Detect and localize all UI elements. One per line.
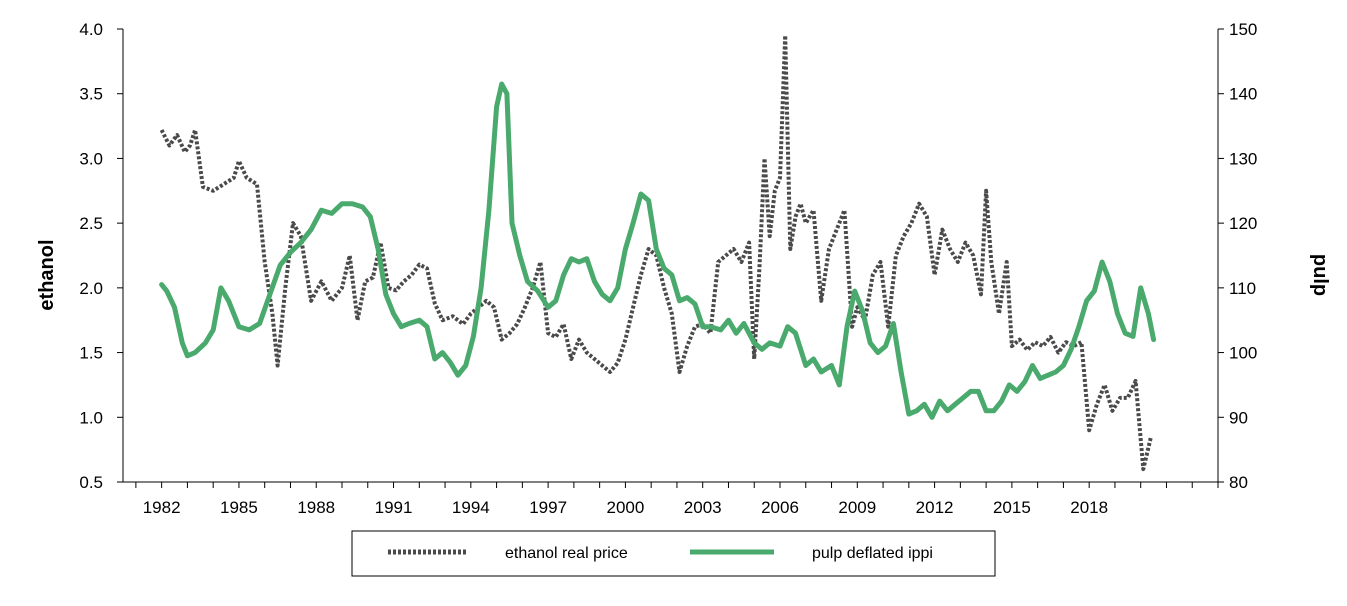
right-axis-title: pulp: [1309, 254, 1331, 296]
y-right-tick-label: 130: [1229, 149, 1257, 168]
x-tick-label: 1997: [529, 498, 567, 517]
y-right-tick-label: 90: [1229, 408, 1248, 427]
x-tick-label: 2000: [606, 498, 644, 517]
y-left-tick-label: 2.0: [79, 279, 103, 298]
left-axis-title: ethanol: [36, 239, 58, 310]
y-left-tick-label: 1.5: [79, 344, 103, 363]
y-right-tick-label: 120: [1229, 214, 1257, 233]
x-tick-label: 1988: [297, 498, 335, 517]
y-left-tick-label: 2.5: [79, 214, 103, 233]
legend: ethanol real price pulp deflated ippi: [351, 530, 996, 577]
y-left-tick-label: 1.0: [79, 408, 103, 427]
series-line-0: [159, 33, 1153, 472]
series-line-1: [159, 81, 1157, 420]
x-tick-label: 2015: [993, 498, 1031, 517]
y-right-tick-label: 100: [1229, 344, 1257, 363]
x-tick-label: 1991: [375, 498, 413, 517]
x-tick-label: 1994: [452, 498, 490, 517]
y-right-tick-label: 80: [1229, 473, 1248, 492]
y-left-tick-label: 3.0: [79, 149, 103, 168]
x-tick-label: 2003: [684, 498, 722, 517]
legend-label-pulp: pulp deflated ippi: [812, 545, 933, 562]
x-tick-label: 2018: [1070, 498, 1108, 517]
plot-area: [159, 33, 1157, 472]
y-left-tick-label: 4.0: [79, 20, 103, 39]
y-right-tick-label: 140: [1229, 85, 1257, 104]
x-tick-label: 2006: [761, 498, 799, 517]
x-tick-label: 2009: [838, 498, 876, 517]
axes: 0.5 1.0 1.5 2.0 2.5 3.0 3.5 4.0 80 90 100 110 120 130…: [79, 20, 1257, 517]
x-tick-label: 1985: [220, 498, 258, 517]
x-tick-label: 2012: [916, 498, 954, 517]
legend-label-ethanol: ethanol real price: [505, 545, 628, 562]
y-left-tick-label: 3.5: [79, 85, 103, 104]
y-right-tick-label: 110: [1229, 279, 1256, 298]
y-right-tick-label: 150: [1229, 20, 1257, 39]
y-left-tick-label: 0.5: [79, 473, 103, 492]
x-tick-label: 1982: [143, 498, 181, 517]
